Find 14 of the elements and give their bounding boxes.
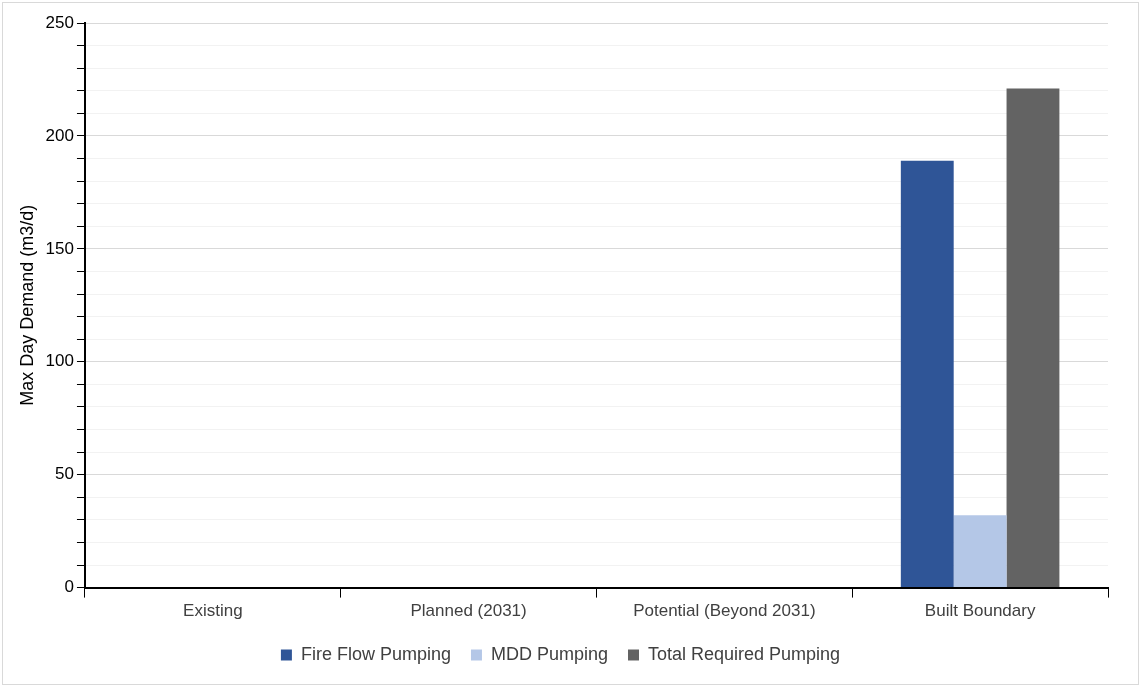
y-tick-label: 200 (45, 125, 74, 145)
y-tick-label: 100 (45, 351, 74, 371)
x-tick-label: Potential (Beyond 2031) (633, 601, 816, 621)
y-tick-label: 250 (45, 12, 74, 32)
x-tick-label: Planned (2031) (410, 601, 527, 621)
y-tick-label: 150 (45, 238, 74, 258)
legend-label: MDD Pumping (490, 643, 608, 664)
legend-label: Total Required Pumping (647, 643, 841, 664)
x-tick-label: Existing (183, 601, 243, 621)
x-tick-label: Built Boundary (924, 601, 1036, 621)
y-tick-label: 50 (55, 464, 74, 484)
y-tick-label: 0 (64, 577, 74, 597)
y-axis-title: Max Day Demand (m3/d) (16, 204, 37, 406)
legend-label: Fire Flow Pumping (300, 643, 451, 664)
